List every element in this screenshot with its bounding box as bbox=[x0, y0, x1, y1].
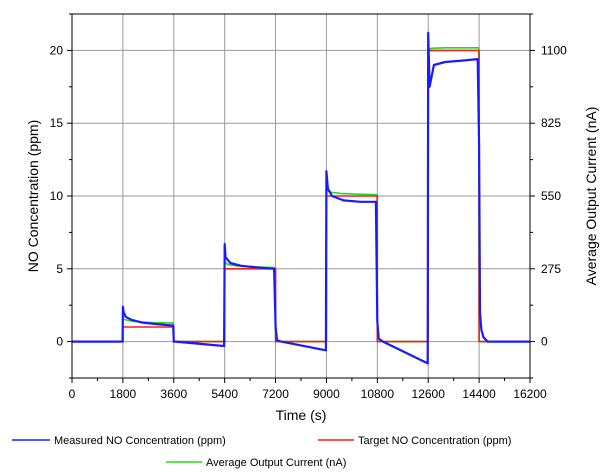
legend: Measured NO Concentration (ppm) Target N… bbox=[12, 435, 511, 469]
y-right-tick-label: 0 bbox=[541, 335, 548, 349]
series-line-current bbox=[72, 46, 530, 343]
series-lines bbox=[72, 31, 530, 365]
x-tick-label: 9000 bbox=[313, 387, 340, 401]
gridlines bbox=[71, 14, 531, 378]
legend-label-measured: Measured NO Concentration (ppm) bbox=[54, 435, 226, 447]
x-tick-label: 12600 bbox=[412, 387, 446, 401]
y-right-tick-label: 1100 bbox=[541, 43, 567, 57]
y-axis-right-title: Average Output Current (nA) bbox=[583, 107, 599, 286]
x-tick-label: 0 bbox=[69, 387, 76, 401]
y-left-tick-label: 0 bbox=[56, 335, 63, 349]
legend-label-current: Average Output Current (nA) bbox=[206, 457, 346, 469]
x-tick-label: 14400 bbox=[462, 387, 496, 401]
x-tick-label: 7200 bbox=[262, 387, 289, 401]
x-axis-title: Time (s) bbox=[276, 407, 327, 423]
series-line-measured bbox=[72, 31, 530, 365]
axis-ticks bbox=[67, 13, 535, 383]
series-line-target bbox=[72, 49, 530, 343]
x-tick-label: 1800 bbox=[110, 387, 137, 401]
tick-labels: 0 1800 3600 5400 7200 9000 10800 12600 14400 1620… bbox=[50, 43, 567, 401]
y-left-tick-label: 5 bbox=[56, 262, 63, 276]
y-axis-left-title: NO Concentration (ppm) bbox=[25, 120, 41, 273]
x-tick-label: 10800 bbox=[361, 387, 395, 401]
y-right-tick-label: 275 bbox=[541, 262, 561, 276]
x-tick-label: 16200 bbox=[513, 387, 547, 401]
y-right-tick-label: 550 bbox=[541, 189, 561, 203]
y-left-tick-label: 15 bbox=[50, 116, 64, 130]
legend-label-target: Target NO Concentration (ppm) bbox=[358, 435, 511, 447]
y-left-tick-label: 10 bbox=[50, 189, 64, 203]
y-left-tick-label: 20 bbox=[50, 43, 64, 57]
x-tick-label: 3600 bbox=[160, 387, 187, 401]
y-right-tick-label: 825 bbox=[541, 116, 561, 130]
x-tick-label: 5400 bbox=[211, 387, 238, 401]
